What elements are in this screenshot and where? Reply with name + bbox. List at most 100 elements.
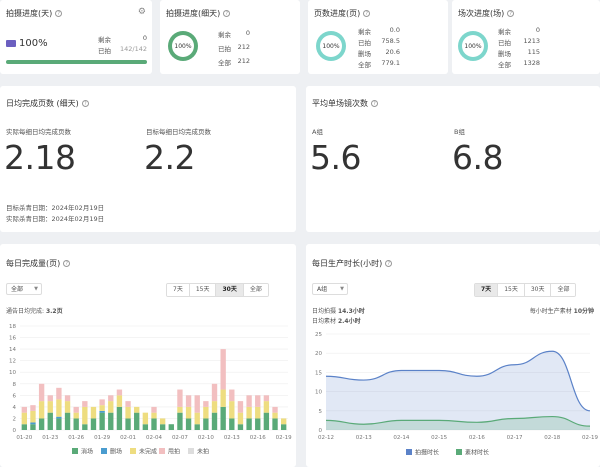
bar-segment	[99, 399, 105, 406]
y-tick-label: 20	[315, 351, 322, 357]
bar-segment	[56, 387, 62, 400]
bar-segment	[168, 424, 174, 430]
bar-segment	[116, 395, 123, 407]
legend-swatch	[406, 449, 412, 455]
card-title: 场次进度(场)?	[458, 8, 515, 19]
tab-range-active[interactable]: 7天	[475, 284, 498, 296]
bar-segment	[82, 401, 88, 407]
bar-segment	[30, 405, 36, 411]
tab-range-active[interactable]: 30天	[215, 284, 243, 296]
bar-segment	[185, 395, 192, 407]
y-tick-label: 16	[9, 336, 16, 342]
tab-range[interactable]: 15天	[497, 284, 524, 296]
tab-range[interactable]: 全部	[242, 284, 268, 296]
progress-ring: 100%	[458, 31, 488, 61]
x-tick-label: 02-01	[120, 435, 136, 441]
x-tick-label: 02-10	[198, 435, 214, 441]
x-tick-label: 02-17	[507, 435, 523, 441]
bar-segment	[203, 406, 209, 419]
bar-segment	[185, 406, 192, 419]
remain-label: 剩余	[98, 36, 111, 44]
help-icon[interactable]: ?	[223, 10, 231, 17]
card-title: 页数进度(页)?	[314, 8, 371, 19]
progress-ring: 100%	[168, 31, 198, 61]
bar-segment	[64, 412, 71, 430]
bar-segment	[56, 416, 62, 419]
row-label: 删场	[498, 50, 511, 58]
help-icon[interactable]: ?	[385, 260, 393, 267]
legend-label: 素材时长	[465, 449, 489, 457]
settings-icon[interactable]: ⚙	[137, 7, 146, 17]
bar-segment	[263, 395, 270, 402]
bar-segment	[47, 412, 53, 430]
y-tick-label: 12	[9, 359, 16, 365]
bar-segment	[255, 418, 261, 430]
bar-segment	[108, 412, 114, 430]
group-select[interactable]: 全部 ▼	[6, 283, 42, 295]
bar-segment	[73, 406, 79, 413]
legend-label: 删场	[110, 448, 122, 456]
avg-takes-card: 平均单场镜次数? A组 5.6 B组 6.8	[306, 86, 600, 232]
y-tick-label: 0	[319, 428, 323, 434]
bar-segment	[73, 418, 79, 430]
row-label: 剩余	[218, 31, 231, 39]
tab-range[interactable]: 全部	[550, 284, 576, 296]
y-tick-label: 25	[315, 332, 322, 338]
x-tick-label: 02-07	[172, 435, 188, 441]
bar-segment	[38, 383, 45, 402]
bar-segment	[30, 424, 36, 430]
help-icon[interactable]: ?	[81, 100, 89, 107]
bar-segment	[220, 349, 226, 390]
row-label: 已拍	[218, 45, 231, 53]
x-tick-label: 02-15	[431, 435, 447, 441]
bar-segment	[220, 389, 226, 407]
area-chart: 0 5 10 15 20 25 02-12 02-13 02-14 02-15 02-16 02-17…	[315, 332, 598, 457]
help-icon[interactable]: ?	[363, 10, 371, 17]
group-select[interactable]: A组 ▼	[312, 283, 348, 295]
card-title: 日均完成页数 (细天)?	[6, 98, 89, 109]
x-tick-label: 02-13	[356, 435, 372, 441]
y-tick-label: 2	[13, 416, 17, 422]
target-daily-value: 2.2	[144, 138, 195, 177]
x-tick-label: 02-19	[276, 435, 292, 441]
y-tick-label: 18	[9, 324, 16, 330]
bar-segment	[99, 412, 105, 430]
row-label: 已拍	[498, 39, 511, 47]
help-icon[interactable]: ?	[371, 100, 378, 107]
tab-range[interactable]: 15天	[188, 284, 216, 296]
series-area	[326, 416, 590, 430]
card-title: 拍摄进度(天)?	[6, 8, 63, 19]
daily-output-card: 每日完成量(页)? 全部 ▼ 7天 15天 30天 全部 通告日均完成: 3.2页…	[0, 244, 296, 467]
bar-segment	[229, 401, 235, 419]
bar-segment	[255, 395, 261, 407]
y-tick-label: 8	[13, 382, 17, 388]
series-area	[326, 351, 590, 430]
row-value: 758.5	[381, 37, 400, 45]
x-tick-label: 02-14	[393, 435, 409, 441]
bar-segment	[194, 395, 200, 413]
legend-swatch	[188, 448, 194, 454]
bar-segment	[203, 401, 209, 407]
x-tick-label: 02-04	[146, 435, 162, 441]
y-tick-label: 10	[9, 370, 16, 376]
legend-label: 甩拍	[168, 448, 180, 456]
help-icon[interactable]: ?	[63, 260, 71, 267]
x-tick-label: 01-29	[94, 435, 110, 441]
tab-range[interactable]: 30天	[523, 284, 551, 296]
bar-segment	[151, 406, 157, 413]
x-tick-label: 02-16	[250, 435, 266, 441]
bar-segment	[56, 418, 62, 430]
bar-segment	[21, 406, 28, 413]
avg-material: 日均素材 2.4小时	[312, 318, 361, 325]
help-icon[interactable]: ?	[55, 10, 63, 17]
bar-segment	[159, 424, 166, 430]
bar-segment	[134, 412, 140, 430]
x-tick-label: 02-18	[544, 435, 560, 441]
row-value: 212	[237, 57, 250, 65]
row-value: 779.1	[381, 59, 400, 67]
page-progress-card: 页数进度(页)? 100% 剩余 0.0 已拍 758.5 删场 20.6 全部…	[308, 0, 448, 74]
legend-label: 消场	[81, 448, 93, 456]
help-icon[interactable]: ?	[507, 10, 515, 17]
tab-range[interactable]: 7天	[167, 284, 189, 296]
per-hour-material: 每小时生产素材 10分钟	[529, 308, 594, 315]
